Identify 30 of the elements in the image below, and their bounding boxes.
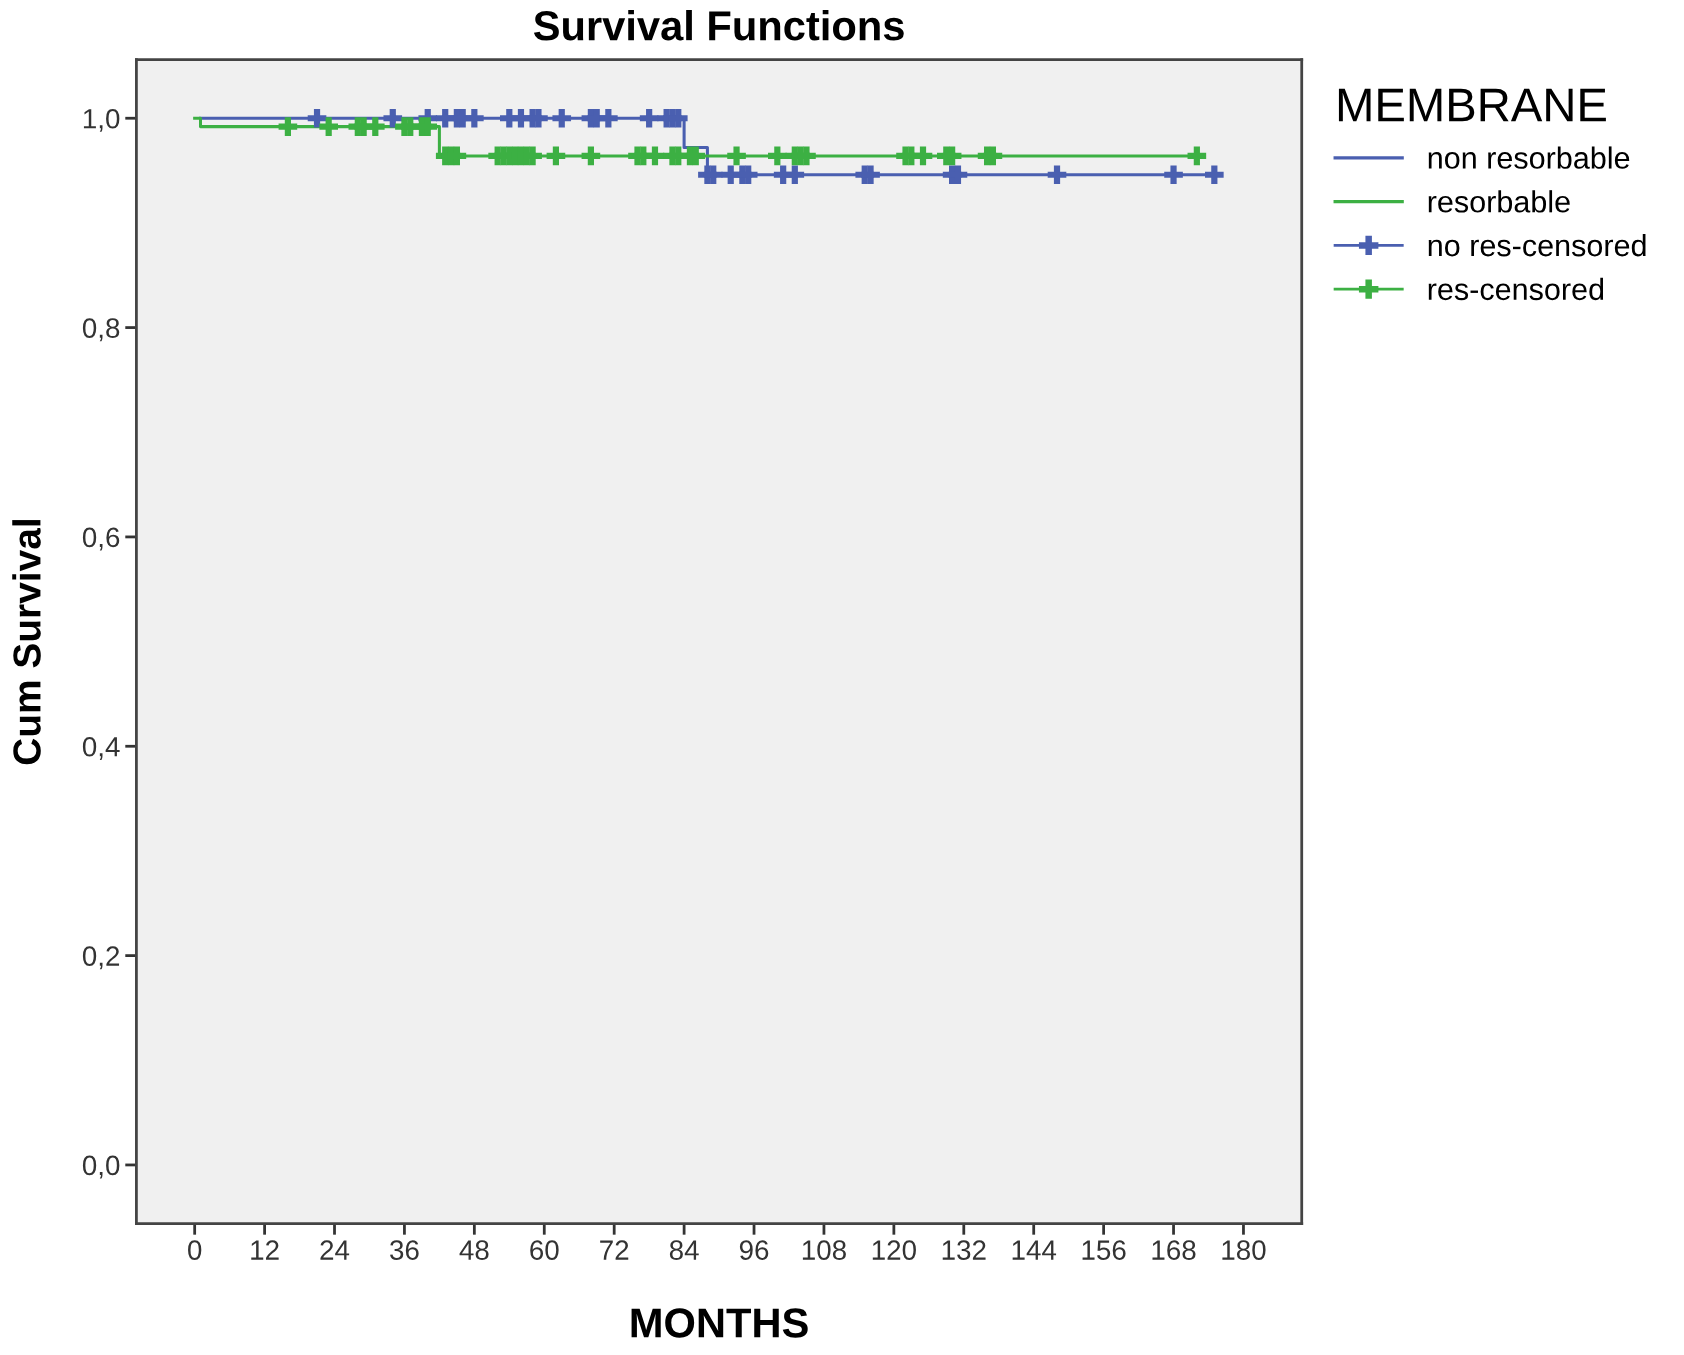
- y-tick-label: 0,2: [82, 946, 120, 970]
- x-axis-title: MONTHS: [631, 1308, 808, 1338]
- x-tick-label: 108: [802, 1240, 846, 1260]
- x-tick-label: 24: [320, 1240, 350, 1260]
- x-tick-label: 144: [1012, 1240, 1057, 1260]
- x-tick-label: 60: [530, 1240, 559, 1260]
- x-tick-label: 36: [390, 1240, 419, 1260]
- legend-label: non resorbable: [1428, 146, 1630, 169]
- y-tick-label: 0,0: [82, 1155, 120, 1179]
- x-tick-label: 96: [739, 1240, 769, 1260]
- chart-title: Survival Functions: [533, 9, 904, 41]
- y-tick-label: 1,0: [83, 108, 120, 132]
- x-tick-label: 0: [188, 1240, 202, 1260]
- x-tick-label: 48: [459, 1240, 489, 1260]
- legend-title: MEMBRANE: [1338, 88, 1606, 122]
- x-tick-label: 12: [251, 1240, 279, 1260]
- y-tick-label: 0,8: [82, 318, 120, 342]
- x-tick-label: 156: [1082, 1240, 1126, 1260]
- x-tick-label: 120: [872, 1240, 916, 1260]
- x-tick-label: 132: [942, 1240, 986, 1260]
- y-tick-label: 0,6: [82, 527, 120, 551]
- x-tick-label: 72: [600, 1240, 629, 1260]
- legend-label: res-censored: [1428, 277, 1604, 301]
- legend-label: resorbable: [1428, 190, 1570, 213]
- x-tick-label: 168: [1152, 1240, 1196, 1260]
- y-axis-title: Cum Survival: [12, 520, 41, 765]
- x-tick-label: 84: [669, 1240, 699, 1260]
- x-tick-label: 180: [1222, 1240, 1266, 1260]
- legend-label: no res-censored: [1428, 233, 1646, 257]
- y-tick-label: 0,4: [82, 736, 120, 760]
